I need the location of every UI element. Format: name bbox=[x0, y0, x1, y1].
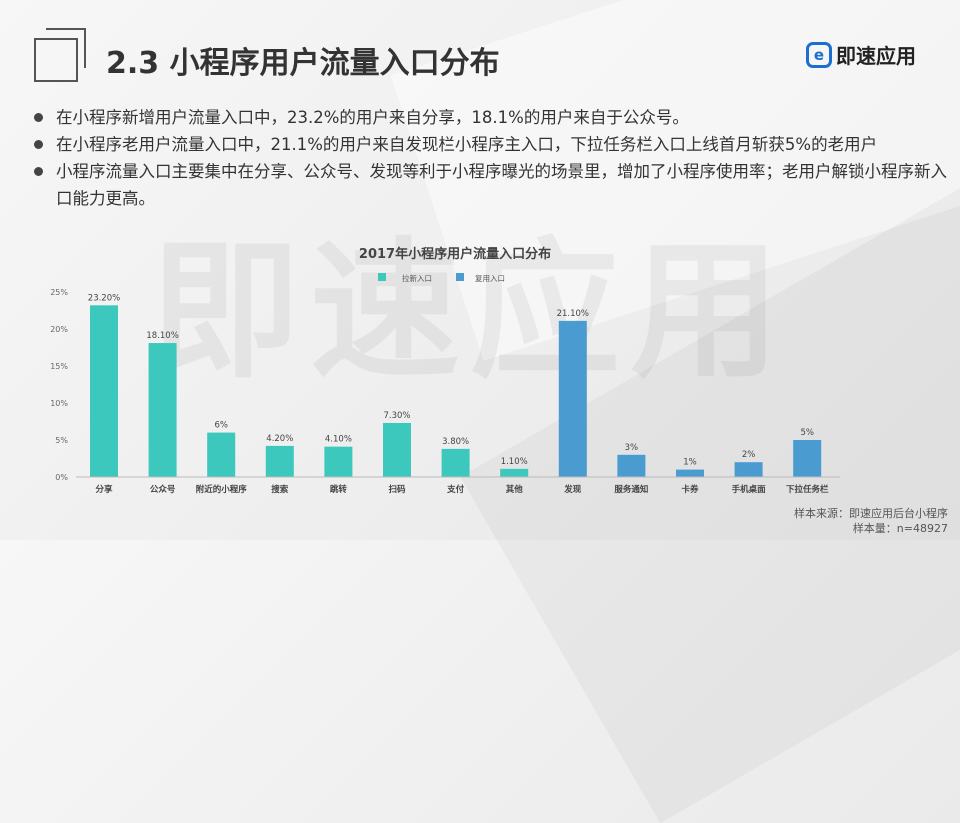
watermark: 即速应用 bbox=[150, 225, 791, 399]
x-category-label: 支付 bbox=[446, 484, 465, 495]
x-category-label: 卡券 bbox=[681, 484, 699, 495]
chart-title: 2017年小程序用户流量入口分布 bbox=[359, 246, 551, 262]
x-category-label: 搜索 bbox=[271, 484, 289, 495]
x-category-label: 发现 bbox=[563, 484, 582, 495]
x-category-label: 其他 bbox=[506, 484, 524, 495]
x-category-label: 跳转 bbox=[330, 484, 348, 495]
bar bbox=[676, 469, 704, 477]
bar bbox=[617, 454, 646, 477]
bar-data-label: 4.10% bbox=[325, 435, 352, 445]
y-axis: 0% 5% 10% 15% 20% 25% bbox=[50, 288, 68, 482]
bullet-item: 在小程序新增用户流量入口中，23.2%的用户来自分享，18.1%的用户来自于公众… bbox=[30, 104, 950, 131]
page-title: 2.3 小程序用户流量入口分布 bbox=[106, 46, 500, 81]
bullet-text: 在小程序新增用户流量入口中，23.2%的用户来自分享，18.1%的用户来自于公众… bbox=[56, 108, 689, 127]
brand-logo-icon: e bbox=[806, 41, 832, 68]
brand-logo: e 即速应用 bbox=[806, 40, 916, 69]
bar-data-label: 5% bbox=[800, 428, 814, 438]
bar bbox=[383, 422, 411, 477]
sample-size: 样本量：n=48927 bbox=[852, 522, 948, 535]
x-category-label: 公众号 bbox=[150, 484, 176, 495]
legend-swatch-reuse bbox=[456, 273, 464, 281]
footer-note: 样本来源：即速应用后台小程序 样本量：n=48927 bbox=[794, 506, 948, 536]
bullet-text: 小程序流量入口主要集中在分享、公众号、发现等利于小程序曝光的场景里，增加了小程序… bbox=[56, 162, 947, 208]
x-category-label: 下拉任务栏 bbox=[786, 484, 829, 495]
bullet-text: 在小程序老用户流量入口中，21.1%的用户来自发现栏小程序主入口，下拉任务栏入口… bbox=[56, 135, 878, 154]
bar bbox=[265, 445, 294, 477]
bar bbox=[734, 462, 763, 477]
bar bbox=[793, 440, 822, 477]
bar bbox=[558, 320, 587, 477]
bar-data-label: 18.10% bbox=[146, 331, 178, 341]
bar bbox=[148, 343, 177, 477]
bar-data-label: 6% bbox=[214, 421, 228, 431]
legend-label-reuse: 复用入口 bbox=[475, 273, 505, 283]
bar bbox=[441, 448, 470, 477]
bar-data-label: 4.20% bbox=[266, 434, 293, 444]
bar-data-label: 1.10% bbox=[501, 457, 528, 467]
y-tick-label: 0% bbox=[55, 473, 68, 482]
bar bbox=[207, 432, 236, 477]
sample-source: 样本来源：即速应用后台小程序 bbox=[794, 507, 948, 520]
y-tick-label: 10% bbox=[50, 399, 68, 408]
bar bbox=[90, 305, 118, 477]
y-tick-label: 25% bbox=[50, 288, 68, 297]
legend-label-new: 拉新入口 bbox=[402, 273, 432, 283]
x-category-label: 服务通知 bbox=[614, 484, 648, 495]
bullet-list: 在小程序新增用户流量入口中，23.2%的用户来自分享，18.1%的用户来自于公众… bbox=[30, 104, 950, 212]
bar bbox=[500, 468, 529, 477]
y-tick-label: 15% bbox=[50, 362, 68, 371]
bar-data-label: 21.10% bbox=[557, 309, 589, 319]
bullet-dot-icon bbox=[34, 113, 43, 122]
bar bbox=[324, 446, 353, 477]
bar-data-label: 3.80% bbox=[442, 437, 469, 447]
bullet-dot-icon bbox=[34, 140, 43, 149]
bar-data-label: 2% bbox=[742, 450, 756, 460]
bullet-item: 小程序流量入口主要集中在分享、公众号、发现等利于小程序曝光的场景里，增加了小程序… bbox=[30, 158, 950, 212]
bullet-item: 在小程序老用户流量入口中，21.1%的用户来自发现栏小程序主入口，下拉任务栏入口… bbox=[30, 131, 950, 158]
y-tick-label: 5% bbox=[55, 436, 68, 445]
brand-logo-text: 即速应用 bbox=[836, 44, 916, 68]
x-category-label: 扫码 bbox=[388, 484, 406, 495]
y-tick-label: 20% bbox=[50, 325, 68, 334]
bar-data-label: 3% bbox=[625, 443, 639, 453]
x-category-label: 手机桌面 bbox=[732, 484, 767, 495]
bar-data-label: 1% bbox=[683, 458, 697, 468]
bar-chart: 2017年小程序用户流量入口分布 拉新入口 复用入口 0% 5% 10% 15% 20%… bbox=[50, 246, 840, 495]
bullet-dot-icon bbox=[34, 167, 43, 176]
bar-data-label: 23.20% bbox=[88, 293, 120, 303]
bar-data-label: 7.30% bbox=[383, 411, 410, 421]
title-decoration-icon bbox=[34, 28, 86, 82]
legend-swatch-new bbox=[378, 273, 386, 281]
bar-group: 23.20% 分享 18.10% 公众号 6% 附近的小程序 4.20% 搜索 4.10% 跳转 7… bbox=[88, 293, 829, 495]
x-category-label: 附近的小程序 bbox=[196, 484, 248, 495]
x-category-label: 分享 bbox=[95, 484, 113, 495]
